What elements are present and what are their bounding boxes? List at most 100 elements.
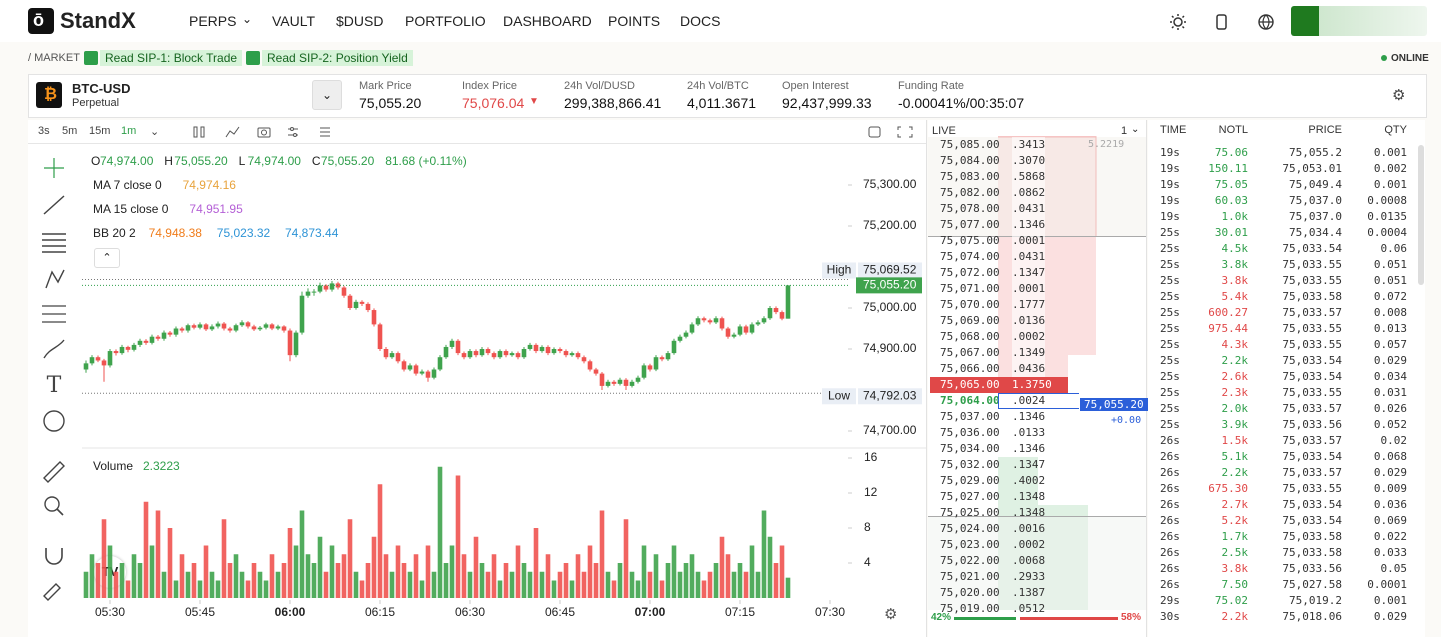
ask-row[interactable]: 75,069.00 .0136	[930, 313, 1146, 329]
bid-row[interactable]: 75,022.00 .0068	[930, 553, 1146, 569]
ask-price: 75,078.00	[940, 202, 1000, 215]
axis-settings[interactable]: ⚙	[884, 606, 898, 623]
bid-row[interactable]: 75,029.00 .4002	[930, 473, 1146, 489]
bid-size: .1348	[1012, 490, 1046, 503]
bid-row[interactable]: 75,037.00 .1346	[930, 409, 1146, 425]
interval[interactable]: 3s	[38, 125, 50, 137]
trade-cell: 19s	[1160, 194, 1180, 207]
ask-row[interactable]: 75,070.00 .1777	[930, 297, 1146, 313]
ask-row[interactable]: 75,084.00 .3070	[930, 153, 1146, 169]
trade-cell: 75,053.01	[1282, 162, 1342, 175]
trade-cell: 3.9k	[1221, 418, 1249, 431]
ask-row[interactable]: 75,082.00 .0862	[930, 185, 1146, 201]
bid-row[interactable]: 75,064.00 .0024	[930, 393, 1146, 409]
step-dropdown[interactable]: ⌄	[1131, 124, 1140, 135]
settings-icon[interactable]: ⚙	[1392, 87, 1406, 104]
trade-row: 19s 75.05 75,049.4 0.001	[1150, 177, 1420, 193]
bid-row[interactable]: 75,020.00 .1387	[930, 585, 1146, 601]
chart-view-tools[interactable]	[865, 123, 915, 141]
bid-price: 75,036.00	[940, 426, 1000, 439]
bid-row[interactable]: 75,024.00 .0016	[930, 521, 1146, 537]
nav-icons[interactable]	[1168, 12, 1288, 32]
ask-row[interactable]: 75,067.00 .1349	[930, 345, 1146, 361]
bid-row[interactable]: 75,025.00 .1348	[930, 505, 1146, 521]
ask-row[interactable]: 75,065.00 1.3750	[930, 377, 1146, 393]
ask-row[interactable]: 75,066.00 .0436	[930, 361, 1146, 377]
nav-item[interactable]: PORTFOLIO	[405, 13, 486, 29]
nav-item[interactable]: DASHBOARD	[503, 13, 592, 29]
ask-price: 75,070.00	[940, 298, 1000, 311]
bid-row[interactable]: 75,036.00 .0133	[930, 425, 1146, 441]
ask-row[interactable]: 75,085.00 .3413	[930, 137, 1146, 153]
bid-price: 75,020.00	[940, 586, 1000, 599]
top-bar	[0, 0, 1441, 42]
ratio-bar	[954, 617, 1016, 620]
svg-text:T: T	[47, 373, 62, 398]
tradingview-logo[interactable]: TV	[94, 556, 126, 588]
bid-row[interactable]: 75,032.00 .1347	[930, 457, 1146, 473]
notice[interactable]: Read SIP-2: Position Yield	[262, 50, 413, 66]
interval[interactable]: 1m	[121, 125, 137, 137]
trade-cell: 75,033.54	[1282, 354, 1342, 367]
ask-row[interactable]: 75,072.00 .1347	[930, 265, 1146, 281]
symbol[interactable]: BTC-USD	[72, 81, 131, 96]
nav-item[interactable]: $DUSD	[336, 13, 384, 29]
nav-item[interactable]: PERPS	[189, 13, 237, 29]
legend-change: 81.68 (+0.11%)	[385, 154, 467, 168]
bid-size: .2933	[1012, 570, 1046, 583]
notice[interactable]: Read SIP-1: Block Trade	[100, 50, 243, 66]
bid-row[interactable]: 75,034.00 .1346	[930, 441, 1146, 457]
interval-dropdown[interactable]: ⌄	[150, 126, 160, 138]
account-button[interactable]	[1291, 6, 1427, 36]
trade-row: 19s 1.0k 75,037.0 0.0135	[1150, 209, 1420, 225]
trade-cell: 30s	[1160, 610, 1180, 623]
ask-row[interactable]: 75,078.00 .0431	[930, 201, 1146, 217]
trade-cell: 75,033.54	[1282, 498, 1342, 511]
ask-row[interactable]: 75,083.00 .5868	[930, 169, 1146, 185]
bid-row[interactable]: 75,027.00 .1348	[930, 489, 1146, 505]
ticker-bar	[28, 74, 1427, 118]
indicator-name: BB 20 2	[93, 226, 136, 240]
trade-cell: 0.029	[1373, 466, 1407, 479]
nav-item[interactable]: POINTS	[608, 13, 661, 29]
trade-row: 26s 5.2k 75,033.54 0.069	[1150, 513, 1420, 529]
trade-cell: 26s	[1160, 546, 1180, 559]
nav-item[interactable]: VAULT	[272, 13, 316, 29]
drawing-toolbar[interactable]: T	[38, 150, 70, 630]
bid-size: .1347	[1012, 458, 1046, 471]
breadcrumb: / MARKET	[28, 52, 80, 64]
collapse-legend[interactable]: ⌃	[94, 248, 120, 268]
trade-cell: 25s	[1160, 322, 1180, 335]
interval[interactable]: 5m	[62, 125, 78, 137]
brand[interactable]: StandX	[60, 8, 136, 33]
ask-row[interactable]: 75,074.00 .0431	[930, 249, 1146, 265]
book-step[interactable]: 1	[1121, 125, 1128, 137]
bid-price: 75,027.00	[940, 490, 1000, 503]
trade-row: 19s 150.11 75,053.01 0.002	[1150, 161, 1420, 177]
stat-label: Open Interest	[782, 80, 849, 92]
trade-cell: 0.001	[1373, 178, 1407, 191]
bid-price: 75,034.00	[940, 442, 1000, 455]
volume-value: 2.3223	[143, 459, 180, 473]
bid-row[interactable]: 75,021.00 .2933	[930, 569, 1146, 585]
ask-row[interactable]: 75,068.00 .0002	[930, 329, 1146, 345]
chart-tools[interactable]	[190, 123, 340, 141]
ask-size: .3413	[1012, 137, 1046, 153]
interval[interactable]: 15m	[89, 125, 111, 137]
bid-row[interactable]: 75,023.00 .0002	[930, 537, 1146, 553]
nav-caret[interactable]: ⌄	[242, 12, 253, 26]
trade-cell: 25s	[1160, 258, 1180, 271]
nav-item[interactable]: DOCS	[680, 13, 721, 29]
trade-cell: 75,037.0	[1289, 210, 1342, 223]
ask-row[interactable]: 75,075.00 .0001	[930, 233, 1146, 249]
ask-row[interactable]: 75,077.00 .1346	[930, 217, 1146, 233]
mid-change: +0.00	[1111, 415, 1142, 426]
ask-row[interactable]: 75,071.00 .0001	[930, 281, 1146, 297]
logo[interactable]	[28, 8, 54, 34]
bid-row[interactable]: 75,019.00 .0512	[930, 601, 1146, 617]
trade-cell: 75.02	[1214, 594, 1248, 607]
symbol-dropdown[interactable]: ⌄	[312, 80, 342, 110]
trade-row: 25s 2.0k 75,033.57 0.026	[1150, 401, 1420, 417]
trade-row: 25s 4.3k 75,033.55 0.057	[1150, 337, 1420, 353]
scrollbar[interactable]	[1418, 145, 1424, 285]
